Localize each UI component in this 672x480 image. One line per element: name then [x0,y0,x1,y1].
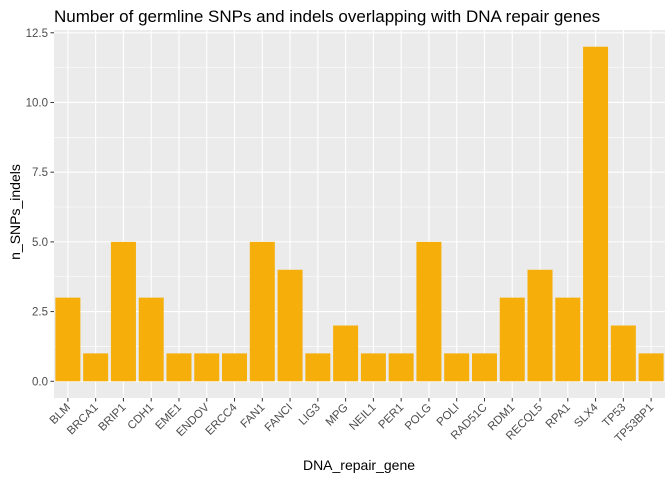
x-axis: BLMBRCA1BRIP1CDH1EME1ENDOVERCC4FAN1FANCI… [48,398,656,445]
bar-eme1 [166,353,192,382]
x-tick-label: FANCI [263,402,295,434]
x-tick-label: BRCA1 [65,402,101,438]
x-tick-label: SLX4 [572,401,601,430]
y-tick-label: 0.0 [32,376,48,388]
bar-tp53bp1 [638,353,664,382]
bar-rdm1 [499,297,525,382]
x-tick-label: POLG [403,402,434,433]
y-tick-label: 2.5 [32,307,48,319]
x-tick-label: NEIL1 [347,402,378,433]
bar-per1 [388,353,414,382]
bar-blm [55,297,81,382]
y-tick-label: 5.0 [32,237,48,249]
bar-tp53 [610,325,636,382]
bar-lig3 [305,353,331,382]
y-tick-label: 7.5 [32,167,48,179]
bar-brca1 [83,353,109,382]
y-axis: 0.0 2.5 5.0 7.5 10.0 12.5 [26,28,54,388]
x-tick-label: ERCC4 [204,401,240,437]
bar-rpa1 [555,297,581,382]
chart-title: Number of germline SNPs and indels overl… [54,7,600,26]
x-tick-label: BRIP1 [97,402,129,434]
y-tick-label: 12.5 [26,28,48,40]
x-tick-label: LIG3 [297,402,323,428]
bar-slx4 [583,46,609,382]
bar-brip1 [110,241,136,382]
x-tick-label: BLM [48,402,73,427]
bar-ercc4 [222,353,248,382]
bar-recql5 [527,269,553,382]
bar-neil1 [360,353,386,382]
bar-endov [194,353,220,382]
bar-fanci [277,269,303,382]
bar-rad51c [471,353,497,382]
x-tick-label: RPA1 [544,402,573,431]
y-axis-title: n_SNPs_indels [7,164,23,260]
bar-polg [416,241,442,382]
bar-poli [444,353,470,382]
bar-fan1 [249,241,275,382]
bar-cdh1 [138,297,164,382]
y-tick-label: 10.0 [26,97,48,109]
bars [55,46,664,382]
bar-mpg [333,325,359,382]
x-tick-label: PER1 [377,402,407,432]
x-axis-title: DNA_repair_gene [303,457,415,473]
x-tick-label: CDH1 [126,402,157,433]
